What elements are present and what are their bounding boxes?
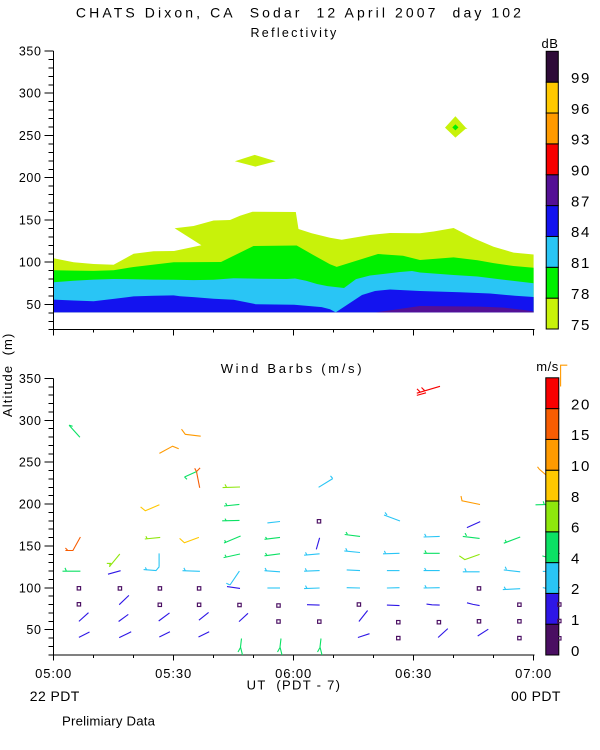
svg-text:50: 50 xyxy=(26,623,41,637)
svg-text:84: 84 xyxy=(571,224,591,241)
svg-text:06:30: 06:30 xyxy=(395,666,432,681)
svg-text:200: 200 xyxy=(19,498,42,512)
svg-text:100: 100 xyxy=(19,256,42,270)
svg-text:50: 50 xyxy=(26,298,41,312)
svg-text:6: 6 xyxy=(571,520,581,537)
svg-text:300: 300 xyxy=(19,87,42,101)
svg-text:07:00: 07:00 xyxy=(515,666,552,681)
svg-text:Altitude (m): Altitude (m) xyxy=(0,333,15,417)
svg-text:150: 150 xyxy=(19,213,42,227)
svg-text:250: 250 xyxy=(19,456,42,470)
svg-text:m/s: m/s xyxy=(536,359,558,374)
svg-text:75: 75 xyxy=(571,317,591,334)
svg-text:96: 96 xyxy=(571,101,591,118)
svg-text:dB: dB xyxy=(542,36,559,51)
svg-text:06:00: 06:00 xyxy=(275,666,312,681)
svg-text:00 PDT: 00 PDT xyxy=(511,688,561,704)
svg-text:78: 78 xyxy=(571,286,591,303)
svg-text:05:30: 05:30 xyxy=(155,666,192,681)
svg-text:CHATS Dixon, CA Sodar 12 Apr: CHATS Dixon, CA Sodar 12 April 2007 day … xyxy=(76,5,524,21)
svg-text:81: 81 xyxy=(571,255,591,272)
svg-text:87: 87 xyxy=(571,193,591,210)
svg-text:200: 200 xyxy=(19,171,42,185)
svg-text:350: 350 xyxy=(19,44,42,58)
svg-text:99: 99 xyxy=(571,70,591,87)
svg-text:22 PDT: 22 PDT xyxy=(30,688,80,704)
svg-text:0: 0 xyxy=(571,643,581,660)
svg-text:2: 2 xyxy=(571,581,581,598)
svg-text:Reflectivity: Reflectivity xyxy=(250,26,338,40)
svg-text:05:00: 05:00 xyxy=(35,666,72,681)
svg-text:10: 10 xyxy=(571,458,591,475)
svg-text:300: 300 xyxy=(19,414,42,428)
svg-text:1: 1 xyxy=(571,612,581,629)
svg-text:4: 4 xyxy=(571,550,581,567)
svg-text:100: 100 xyxy=(19,581,42,595)
svg-text:Prelimiary Data: Prelimiary Data xyxy=(62,714,156,729)
svg-text:UT (PDT - 7): UT (PDT - 7) xyxy=(247,678,342,693)
svg-text:20: 20 xyxy=(571,396,591,413)
svg-text:93: 93 xyxy=(571,132,591,149)
svg-text:150: 150 xyxy=(19,539,42,553)
svg-text:90: 90 xyxy=(571,163,591,180)
svg-text:Wind Barbs (m/s): Wind Barbs (m/s) xyxy=(221,361,365,376)
svg-text:350: 350 xyxy=(19,372,42,386)
svg-text:250: 250 xyxy=(19,129,42,143)
svg-text:15: 15 xyxy=(571,427,591,444)
svg-text:8: 8 xyxy=(571,489,581,506)
